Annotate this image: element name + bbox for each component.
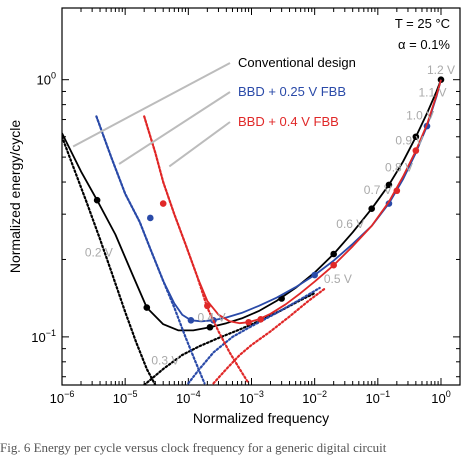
curves	[62, 76, 445, 385]
legend-entry: Conventional design	[238, 55, 356, 70]
legend-leader-line	[168, 121, 231, 168]
legend-entry: BBD + 0.4 V FBB	[238, 114, 339, 129]
voltage-label: 0.5 V	[324, 272, 352, 286]
voltage-label: 0.4 V	[198, 310, 226, 324]
data-point	[330, 250, 337, 258]
x-tick-label: 10−3	[239, 389, 264, 406]
data-point	[437, 76, 445, 83]
data-point	[412, 147, 420, 154]
voltage-label: 0.6 V	[336, 217, 364, 231]
voltage-label: 0.9 V	[395, 133, 423, 147]
data-point	[385, 181, 393, 189]
legend-leader-line	[72, 62, 231, 148]
leakage-energy-line-2	[143, 115, 250, 385]
voltage-label: 1.2 V	[427, 63, 455, 77]
data-point	[393, 187, 401, 195]
data-point	[206, 323, 214, 331]
data-point	[204, 302, 211, 310]
voltage-label: 0.7 V	[364, 183, 392, 197]
figure-caption: Fig. 6 Energy per cycle versus clock fre…	[0, 440, 387, 455]
x-tick-label: 10−5	[113, 389, 138, 406]
legend-leader-line	[118, 91, 231, 165]
x-tick-label: 10−1	[365, 389, 390, 406]
x-tick-label: 100	[431, 389, 450, 406]
total-energy-line-1	[95, 79, 442, 323]
chart: 10−6 10−5 10−4 10−3 10−2 10−1 100 10−1 100 Normal…	[7, 7, 461, 426]
data-point	[311, 271, 318, 279]
data-point	[257, 316, 265, 323]
plot-border	[61, 7, 461, 386]
voltage-label: 1.1 V	[418, 86, 446, 100]
leakage-energy-line-0	[62, 135, 157, 385]
x-tick-label: 10−4	[176, 389, 201, 406]
axes: 10−6 10−5 10−4 10−3 10−2 10−1 100 10−1 100 Normal…	[7, 8, 461, 426]
data-point	[412, 133, 420, 141]
x-tick-label: 10−2	[302, 389, 327, 406]
data-point	[146, 214, 154, 222]
data-point	[159, 200, 167, 207]
dynamic-energy-line-1	[187, 286, 321, 385]
x-axis-label: Normalized frequency	[193, 410, 329, 426]
voltage-label: 0.8 V	[385, 160, 413, 174]
condition-label: α = 0.1%	[398, 37, 450, 52]
x-tick-label: 10−6	[50, 389, 75, 406]
data-point	[245, 318, 252, 326]
total-energy-line-0	[62, 79, 442, 332]
conditions: T = 25 °C α = 0.1%	[395, 16, 451, 52]
y-tick-label: 10−1	[31, 328, 56, 345]
voltage-label: 0.3 V	[151, 354, 179, 368]
voltage-label: 0.2 V	[85, 246, 113, 260]
data-point	[187, 317, 195, 324]
dynamic-energy-line-2	[212, 286, 327, 385]
plot-frame	[61, 7, 461, 386]
legend-entry: BBD + 0.25 V FBB	[238, 84, 346, 99]
data-point	[93, 196, 101, 204]
voltage-labels: 0.2 V 0.3 V 0.4 V 0.5 V 0.6 V 0.7 V 0.8 V 0.9 V…	[85, 63, 455, 367]
y-tick-label: 100	[37, 71, 56, 88]
y-axis-label: Normalized energy/cycle	[7, 120, 23, 273]
voltage-label: 1.0 V	[406, 109, 434, 123]
condition-label: T = 25 °C	[395, 16, 450, 31]
data-point	[330, 261, 337, 269]
legend: Conventional design BBD + 0.25 V FBB BBD +…	[72, 55, 356, 168]
data-point	[143, 304, 151, 311]
data-point	[368, 205, 376, 213]
total-energy-line-2	[143, 79, 442, 325]
